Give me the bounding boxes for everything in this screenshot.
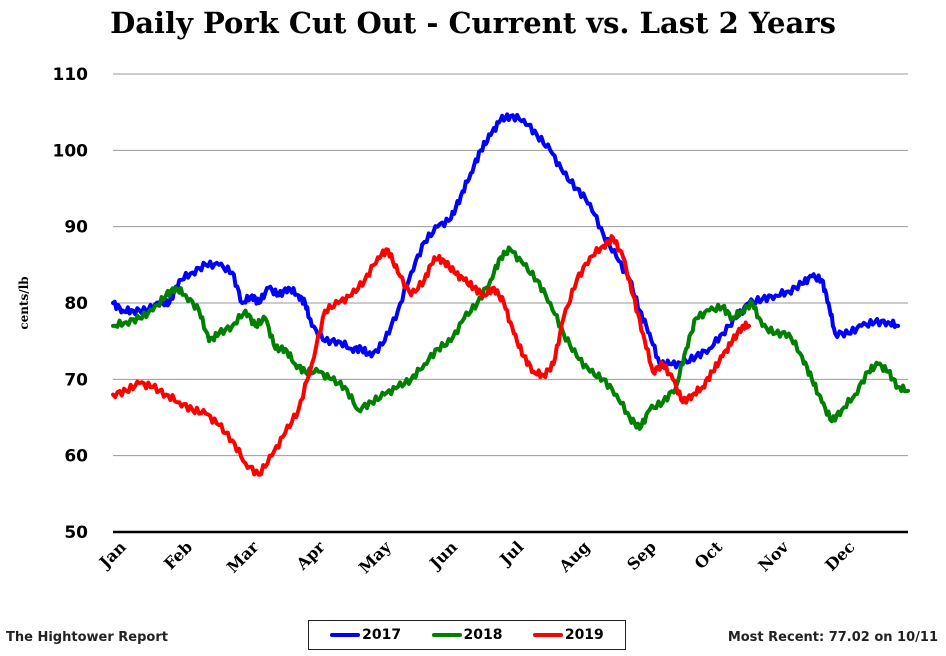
x-tick-label: Nov	[754, 537, 792, 575]
y-tick-label: 80	[64, 294, 88, 314]
y-tick-label: 110	[53, 65, 89, 85]
legend-swatch-2017	[330, 633, 361, 637]
y-axis-label: cents/lb	[17, 276, 31, 329]
line-chart: 50 60 70 80 90 100 110 Jan Feb Mar Apr May Jun Jul Aug…	[17, 65, 910, 577]
series-line-2019	[111, 234, 751, 477]
legend-item-2019: 2019	[532, 627, 604, 643]
y-tick-label: 50	[64, 523, 88, 543]
x-tick-label: Sep	[623, 537, 660, 574]
y-tick-label: 90	[64, 218, 88, 238]
chart-title: Daily Pork Cut Out - Current vs. Last 2 …	[110, 6, 836, 40]
legend-item-2017: 2017	[330, 627, 401, 643]
legend-swatch-2019	[532, 633, 563, 637]
x-tick-label: Dec	[821, 537, 859, 575]
x-tick-label: Feb	[160, 537, 196, 573]
series-line-2018	[111, 245, 910, 431]
x-tick-label: May	[355, 537, 395, 577]
legend-swatch-2018	[431, 633, 462, 637]
x-tick-label: Apr	[292, 537, 329, 574]
series-line-2017	[111, 112, 901, 370]
legend-label-2018: 2018	[463, 627, 503, 643]
y-tick-label: 70	[64, 370, 88, 390]
x-tick-label: Oct	[691, 537, 727, 573]
most-recent-value: Most Recent: 77.02 on 10/11	[727, 630, 938, 645]
y-tick-label: 60	[64, 447, 88, 467]
x-tick-label: Jun	[424, 537, 461, 574]
legend-item-2018: 2018	[431, 627, 503, 643]
y-tick-label: 100	[53, 141, 89, 161]
x-tick-label: Jul	[495, 537, 528, 570]
x-tick-label: Mar	[223, 537, 263, 577]
legend-label-2017: 2017	[362, 627, 402, 643]
x-tick-label: Jan	[94, 537, 130, 573]
legend-label-2019: 2019	[564, 627, 604, 643]
chart-legend: 2017 2018 2019	[308, 620, 626, 650]
x-tick-label: Aug	[555, 537, 594, 576]
source-credit: The Hightower Report	[6, 630, 168, 645]
